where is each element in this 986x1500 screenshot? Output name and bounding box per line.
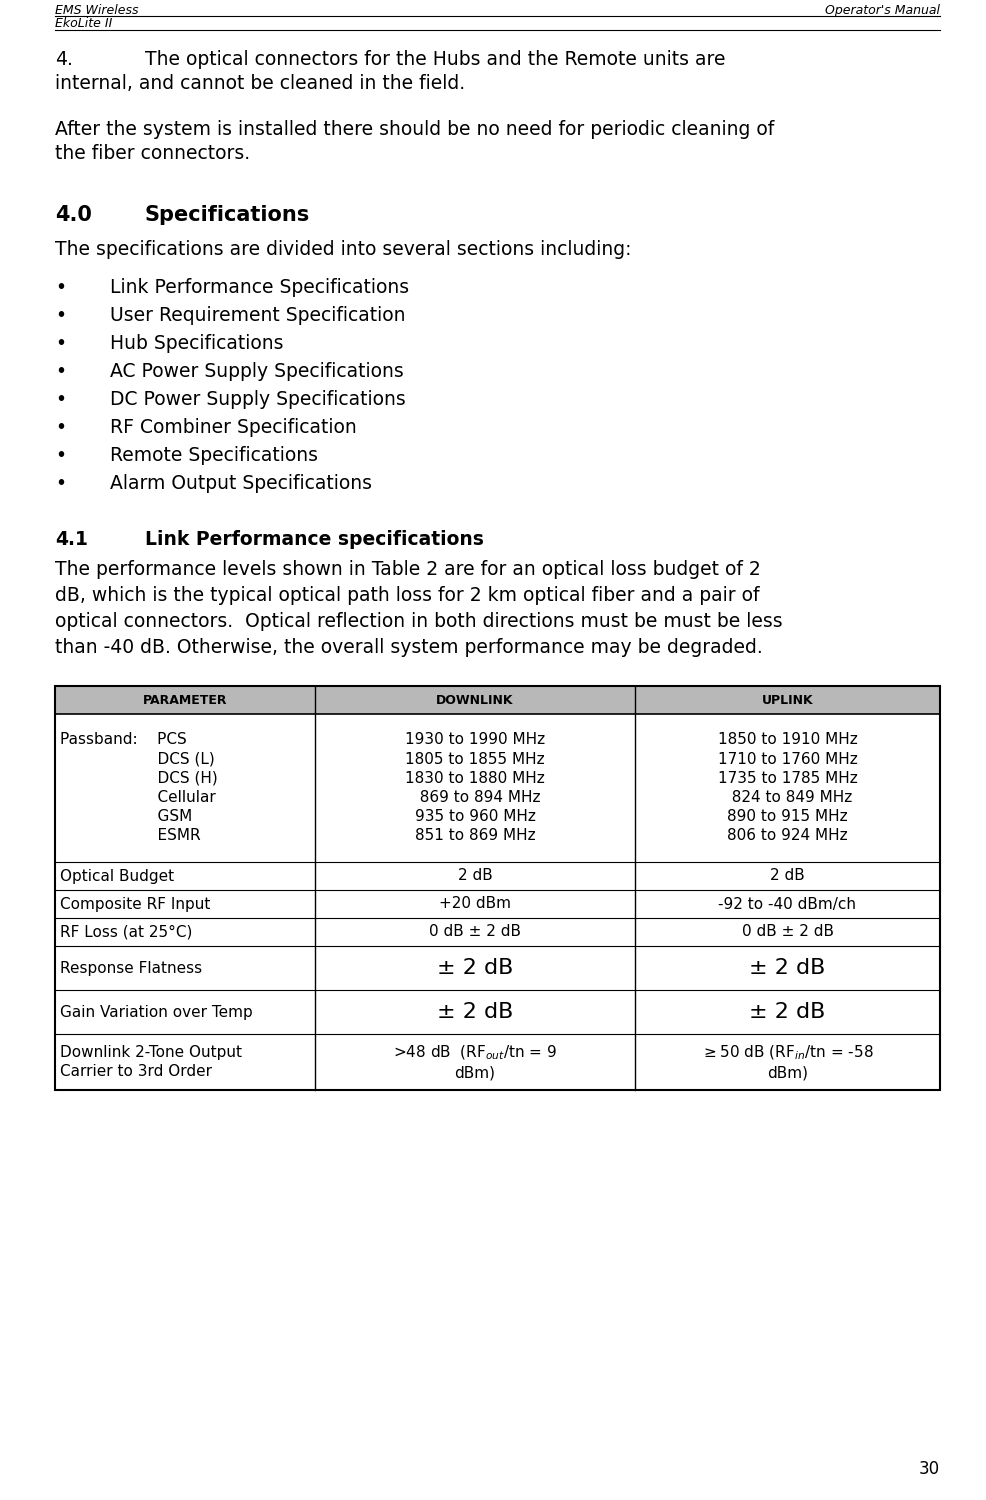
Text: >48 dB  (RF$_{out}$/tn = 9
dBm): >48 dB (RF$_{out}$/tn = 9 dBm) [393, 1042, 557, 1082]
Text: Downlink 2-Tone Output
Carrier to 3rd Order: Downlink 2-Tone Output Carrier to 3rd Or… [60, 1046, 242, 1078]
Text: the fiber connectors.: the fiber connectors. [55, 144, 250, 164]
Text: •: • [55, 278, 66, 297]
Text: •: • [55, 446, 66, 465]
Text: Remote Specifications: Remote Specifications [110, 446, 318, 465]
Text: ± 2 dB: ± 2 dB [437, 958, 513, 978]
Text: Composite RF Input: Composite RF Input [60, 897, 210, 912]
Text: 2 dB: 2 dB [770, 868, 805, 883]
Text: •: • [55, 390, 66, 410]
Text: $\geq$50 dB (RF$_{in}$/tn = -58
dBm): $\geq$50 dB (RF$_{in}$/tn = -58 dBm) [701, 1042, 874, 1082]
Text: User Requirement Specification: User Requirement Specification [110, 306, 405, 326]
Text: Response Flatness: Response Flatness [60, 960, 202, 975]
Text: Alarm Output Specifications: Alarm Output Specifications [110, 474, 372, 494]
Text: than -40 dB. Otherwise, the overall system performance may be degraded.: than -40 dB. Otherwise, the overall syst… [55, 638, 763, 657]
Text: Specifications: Specifications [145, 206, 311, 225]
Text: RF Combiner Specification: RF Combiner Specification [110, 419, 357, 436]
Text: EMS Wireless: EMS Wireless [55, 4, 138, 16]
Text: 2 dB: 2 dB [458, 868, 492, 883]
Text: 1930 to 1990 MHz
1805 to 1855 MHz
1830 to 1880 MHz
  869 to 894 MHz
935 to 960 M: 1930 to 1990 MHz 1805 to 1855 MHz 1830 t… [405, 732, 545, 843]
Text: 4.0: 4.0 [55, 206, 92, 225]
Text: 4.: 4. [55, 50, 73, 69]
Text: Hub Specifications: Hub Specifications [110, 334, 284, 352]
Text: Operator's Manual: Operator's Manual [825, 4, 940, 16]
Text: 30: 30 [919, 1460, 940, 1478]
Text: ± 2 dB: ± 2 dB [749, 958, 825, 978]
Text: The performance levels shown in Table 2 are for an optical loss budget of 2: The performance levels shown in Table 2 … [55, 560, 761, 579]
Text: -92 to -40 dBm/ch: -92 to -40 dBm/ch [719, 897, 857, 912]
Text: Gain Variation over Temp: Gain Variation over Temp [60, 1005, 252, 1020]
Text: Link Performance specifications: Link Performance specifications [145, 530, 484, 549]
Text: 1850 to 1910 MHz
1710 to 1760 MHz
1735 to 1785 MHz
  824 to 849 MHz
890 to 915 M: 1850 to 1910 MHz 1710 to 1760 MHz 1735 t… [718, 732, 858, 843]
Text: •: • [55, 419, 66, 436]
Text: optical connectors.  Optical reflection in both directions must be must be less: optical connectors. Optical reflection i… [55, 612, 783, 632]
Text: PARAMETER: PARAMETER [143, 693, 227, 706]
Text: The specifications are divided into several sections including:: The specifications are divided into seve… [55, 240, 631, 260]
Text: ± 2 dB: ± 2 dB [437, 1002, 513, 1022]
Text: 0 dB ± 2 dB: 0 dB ± 2 dB [429, 924, 521, 939]
Text: After the system is installed there should be no need for periodic cleaning of: After the system is installed there shou… [55, 120, 774, 140]
Text: Link Performance Specifications: Link Performance Specifications [110, 278, 409, 297]
Text: •: • [55, 362, 66, 381]
Text: 4.1: 4.1 [55, 530, 88, 549]
Text: +20 dBm: +20 dBm [439, 897, 511, 912]
Text: AC Power Supply Specifications: AC Power Supply Specifications [110, 362, 403, 381]
Text: internal, and cannot be cleaned in the field.: internal, and cannot be cleaned in the f… [55, 74, 465, 93]
Text: Optical Budget: Optical Budget [60, 868, 175, 883]
Text: •: • [55, 306, 66, 326]
Text: ± 2 dB: ± 2 dB [749, 1002, 825, 1022]
Text: •: • [55, 474, 66, 494]
Text: DC Power Supply Specifications: DC Power Supply Specifications [110, 390, 406, 410]
Text: UPLINK: UPLINK [762, 693, 813, 706]
Text: DOWNLINK: DOWNLINK [436, 693, 514, 706]
Text: 0 dB ± 2 dB: 0 dB ± 2 dB [741, 924, 833, 939]
Text: Passband:    PCS
                    DCS (L)
                    DCS (H)
       : Passband: PCS DCS (L) DCS (H) [60, 732, 218, 843]
Text: RF Loss (at 25°C): RF Loss (at 25°C) [60, 924, 192, 939]
Text: dB, which is the typical optical path loss for 2 km optical fiber and a pair of: dB, which is the typical optical path lo… [55, 586, 759, 604]
Text: •: • [55, 334, 66, 352]
Text: EkoLite II: EkoLite II [55, 16, 112, 30]
Bar [55, 686, 940, 1090]
Bar [55, 686, 940, 714]
Text: The optical connectors for the Hubs and the Remote units are: The optical connectors for the Hubs and … [145, 50, 726, 69]
